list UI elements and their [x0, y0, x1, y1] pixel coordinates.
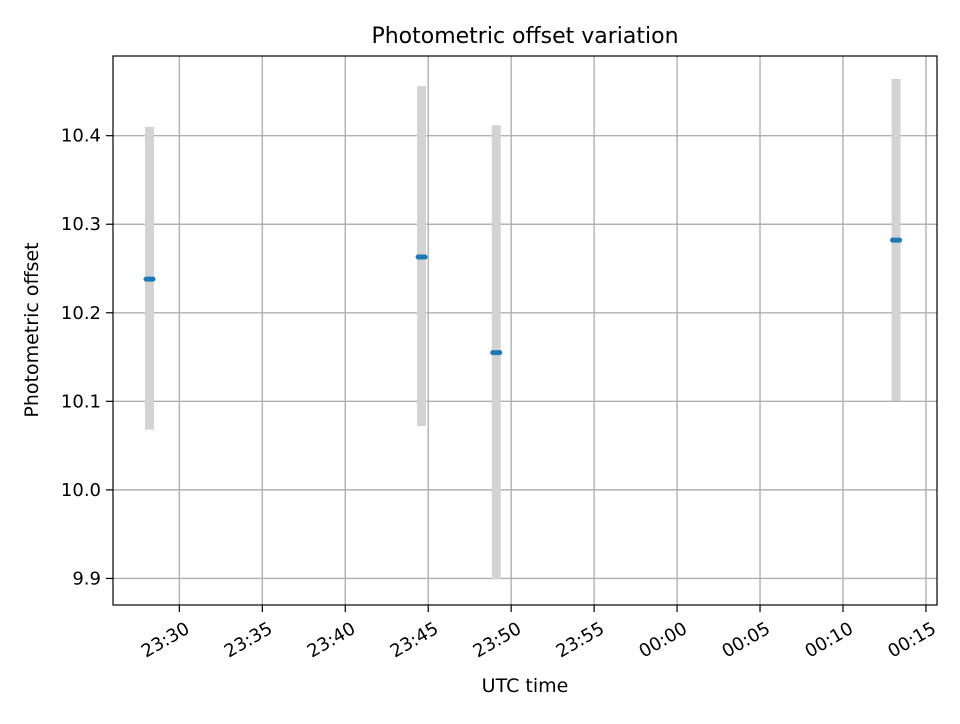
y-tick-label: 10.1: [61, 391, 101, 412]
x-tick-label: 23:30: [138, 618, 193, 662]
y-tick-label: 10.3: [61, 214, 101, 235]
chart-title: Photometric offset variation: [371, 24, 678, 49]
y-tick-label: 9.9: [72, 568, 101, 589]
x-tick-label: 23:40: [304, 618, 359, 662]
y-tick-label: 10.2: [61, 303, 101, 324]
y-axis-label: Photometric offset: [21, 242, 43, 417]
y-ticks: 9.9 10.0 10.1 10.2 10.3 10.4: [61, 126, 113, 589]
data-point: [143, 276, 156, 282]
x-tick-label: 00:15: [884, 618, 939, 662]
grid-layer: [113, 56, 937, 605]
point-layer: [143, 237, 903, 356]
x-tick-label: 00:10: [801, 618, 856, 662]
y-tick-label: 10.4: [61, 126, 101, 147]
x-tick-label: 23:55: [553, 618, 608, 662]
x-ticks: 23:30 23:35 23:40 23:45 23:50 23:55 00:00 00:05…: [138, 605, 940, 662]
data-point: [490, 350, 503, 356]
plot-frame: [112, 55, 938, 606]
y-tick-label: 10.0: [61, 480, 101, 501]
data-point: [415, 254, 428, 260]
data-point: [890, 237, 903, 243]
errorbar-layer: [144, 79, 901, 580]
x-tick-label: 00:00: [636, 618, 691, 662]
x-tick-label: 23:50: [470, 618, 525, 662]
x-axis-label: UTC time: [482, 675, 569, 697]
x-tick-label: 23:35: [221, 618, 276, 662]
x-tick-label: 23:45: [387, 618, 442, 662]
x-tick-label: 00:05: [719, 618, 774, 662]
